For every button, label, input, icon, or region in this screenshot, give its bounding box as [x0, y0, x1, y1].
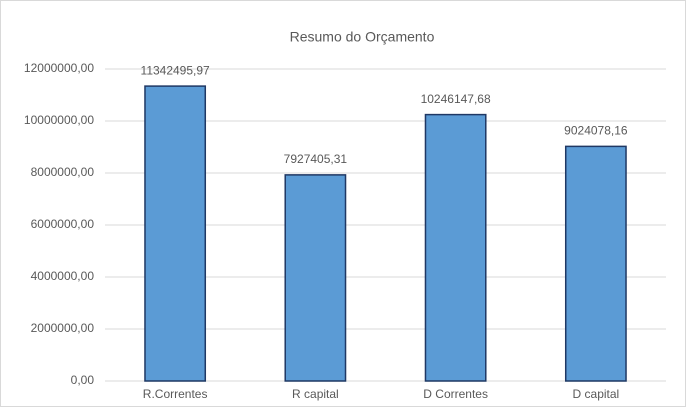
data-label: 10246147,68 — [421, 92, 491, 106]
x-tick-label: R capital — [292, 387, 339, 401]
y-tick-label: 8000000,00 — [31, 165, 95, 179]
chart-title: Resumo do Orçamento — [290, 29, 435, 45]
y-tick-label: 2000000,00 — [31, 321, 95, 335]
data-label: 7927405,31 — [284, 152, 348, 166]
bar — [564, 145, 627, 382]
y-tick-label: 4000000,00 — [31, 269, 95, 283]
bar — [144, 85, 207, 382]
y-tick-label: 6000000,00 — [31, 217, 95, 231]
data-label: 9024078,16 — [564, 124, 628, 138]
x-tick-label: R.Correntes — [143, 387, 208, 401]
y-tick-label: 10000000,00 — [24, 113, 94, 127]
data-label: 11342495,97 — [141, 63, 211, 77]
y-tick-label: 0,00 — [71, 373, 95, 387]
bar — [284, 174, 347, 382]
x-tick-label: D capital — [573, 387, 620, 401]
bar — [424, 113, 487, 382]
x-tick-label: D Correntes — [423, 387, 488, 401]
y-tick-label: 12000000,00 — [24, 61, 94, 75]
